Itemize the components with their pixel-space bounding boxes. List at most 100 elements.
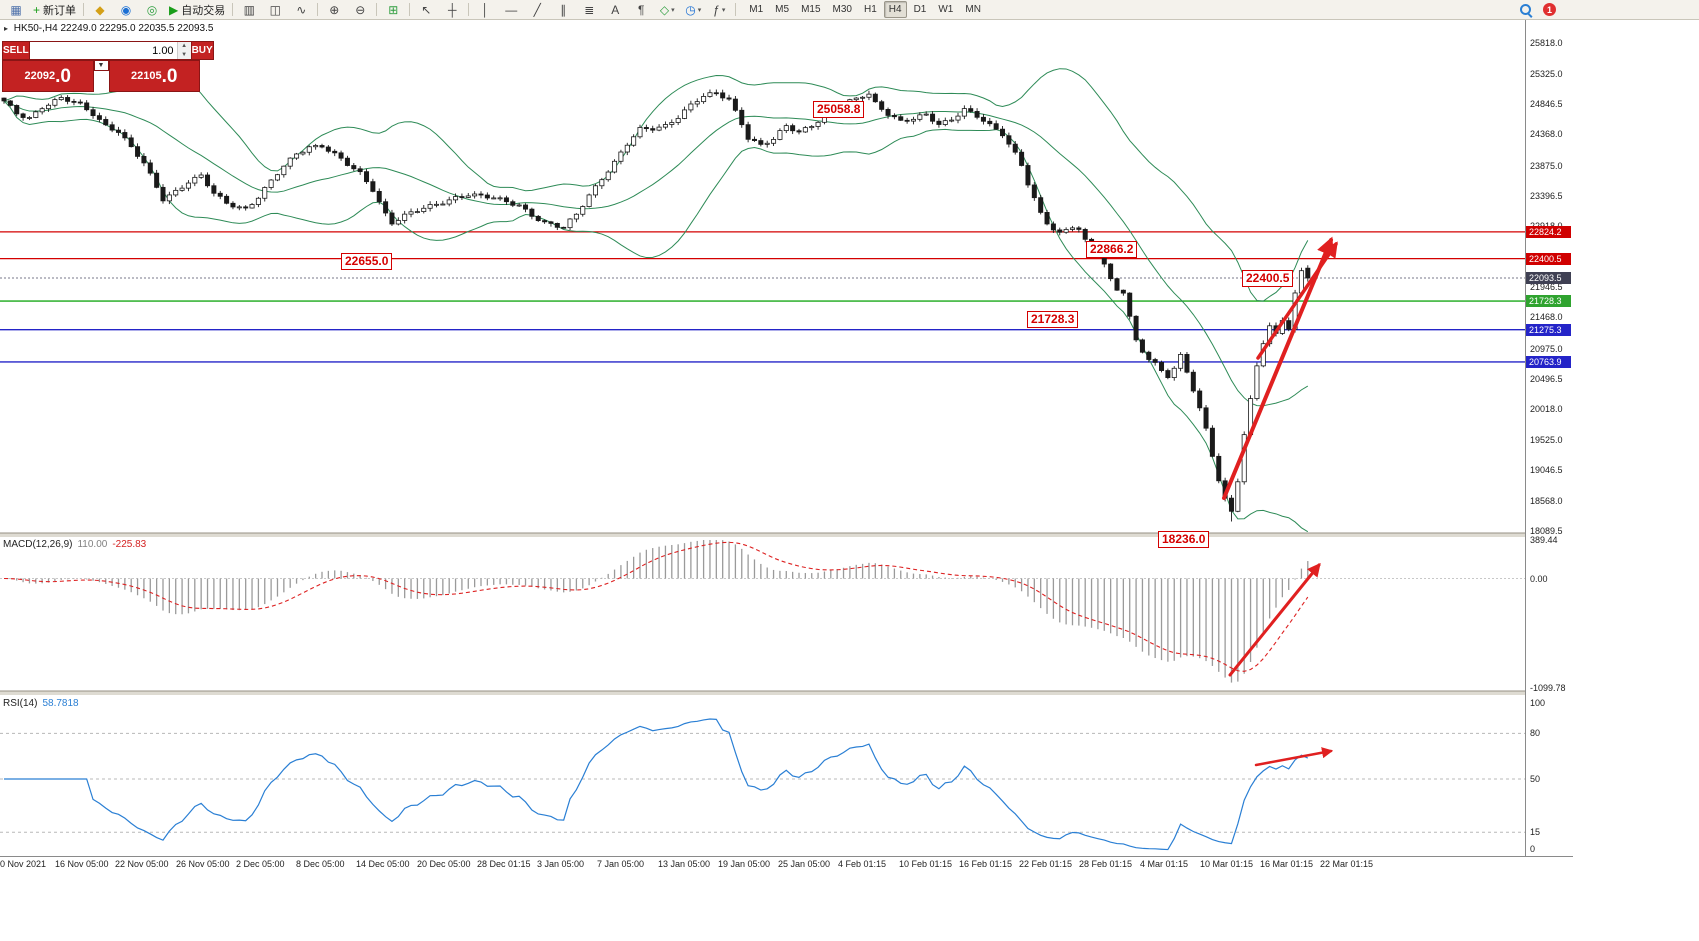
candlestick-chart-icon[interactable]: ◫ <box>269 2 281 17</box>
price-level-annotation: 25058.8 <box>813 101 865 118</box>
macd-label: MACD(12,26,9) 110.00 -225.83 <box>3 539 147 550</box>
vertical-line-icon[interactable]: │ <box>481 2 490 17</box>
macd-axis-tick: 389.44 <box>1530 535 1558 545</box>
rsi-axis-tick: 15 <box>1530 827 1541 838</box>
timeframe-m15[interactable]: M15 <box>801 4 821 15</box>
shapes-dropdown[interactable]: ◇ ▾ <box>659 2 675 17</box>
chart-window: ▸ HK50-,H4 22249.0 22295.0 22035.5 22093… <box>0 20 1699 941</box>
text-icon[interactable]: A <box>611 2 620 17</box>
toolbar-separator <box>232 3 234 16</box>
price-axis[interactable]: 25818.0 25325.0 24846.5 24368.0 23875.0 23396… <box>1525 20 1574 856</box>
time-label: 22 Nov 05:00 <box>115 859 169 869</box>
strategy-tester-icon[interactable]: ◎ <box>146 2 158 17</box>
market-depth-icon[interactable]: ◉ <box>120 2 132 17</box>
time-label: 16 Mar 01:15 <box>1260 859 1314 869</box>
volume-down-icon[interactable]: ▼ <box>177 50 191 59</box>
price-level-annotation: 18236.0 <box>1158 531 1210 548</box>
rsi-value: 58.7818 <box>42 698 79 709</box>
time-label: 10 Feb 01:15 <box>899 859 953 869</box>
chart-window-icon[interactable]: ▦ <box>10 2 22 17</box>
bar-chart-icon[interactable]: ▥ <box>243 2 255 17</box>
cursor-icon[interactable]: ↖ <box>421 2 432 17</box>
indicators-dropdown[interactable]: ƒ ▾ <box>713 2 726 17</box>
rsi-axis-tick: 50 <box>1530 774 1541 784</box>
volume-input[interactable] <box>29 42 177 59</box>
time-label: 14 Dec 05:00 <box>356 859 410 869</box>
volume-spinner[interactable]: ▲ ▼ <box>176 42 191 59</box>
one-click-options-caret[interactable]: ▼ <box>93 60 109 71</box>
symbols-icon[interactable]: ◆ <box>95 2 105 17</box>
time-label: 20 Dec 05:00 <box>417 859 471 869</box>
zoom-out-icon[interactable]: ⊖ <box>355 2 366 17</box>
buy-price[interactable]: 22105.0 <box>108 60 200 92</box>
timeframe-m1[interactable]: M1 <box>749 4 764 15</box>
price-tag: 22824.2 <box>1526 225 1571 238</box>
price-tick: 20496.5 <box>1530 373 1563 384</box>
time-label: 28 Dec 01:15 <box>477 859 531 869</box>
rsi-label: RSI(14) 58.7818 <box>3 698 79 709</box>
time-label: 13 Jan 05:00 <box>658 859 711 869</box>
timeframe-h4[interactable]: H4 <box>883 1 907 18</box>
time-label: 28 Feb 01:15 <box>1079 859 1133 869</box>
sell-button[interactable]: SELL <box>2 41 30 60</box>
macd-axis-tick: 0.00 <box>1530 573 1548 584</box>
ohlc-values: 22249.0 22295.0 22035.5 22093.5 <box>60 23 214 34</box>
timeframe-m30[interactable]: M30 <box>832 4 852 15</box>
rsi-axis-tick: 100 <box>1530 698 1546 708</box>
trendline-icon[interactable]: ╱ <box>533 2 541 17</box>
price-tick: 24368.0 <box>1530 129 1563 140</box>
search-icon[interactable] <box>1519 3 1533 17</box>
time-label: 3 Jan 05:00 <box>537 859 585 869</box>
price-tick: 24846.5 <box>1530 99 1563 110</box>
toolbar-separator <box>735 3 737 16</box>
price-tick: 21946.5 <box>1530 282 1563 293</box>
price-chart[interactable] <box>0 20 1525 856</box>
price-tick: 20975.0 <box>1530 343 1563 354</box>
main-toolbar: ▦ + 新订单 ◆ ◉ ◎ ▶ 自动交易 ▥ ◫ ∿ ⊕ ⊖ ⊞ ↖ ┼ │ — ╱ ∥ ≣ A ¶ ◇ ▾ ◷ ▾ ƒ ▾ M1 M5 M1… <box>0 0 1699 20</box>
fibonacci-icon[interactable]: ≣ <box>584 2 595 17</box>
price-tick: 19525.0 <box>1530 435 1563 446</box>
macd-signal-value: -225.83 <box>112 539 147 550</box>
channel-icon[interactable]: ∥ <box>560 2 567 17</box>
notification-badge[interactable]: 1 <box>1543 3 1556 16</box>
timeframe-mn[interactable]: MN <box>965 4 981 15</box>
timeframe-d1[interactable]: D1 <box>913 4 927 15</box>
time-label: 16 Nov 05:00 <box>55 859 109 869</box>
timeframe-m5[interactable]: M5 <box>775 4 790 15</box>
price-level-annotation: 22400.5 <box>1242 270 1294 287</box>
cycles-dropdown[interactable]: ◷ ▾ <box>685 2 702 17</box>
timeframe-h1[interactable]: H1 <box>863 4 877 15</box>
tile-windows-icon[interactable]: ⊞ <box>388 2 399 17</box>
autotrading-button[interactable]: ▶ 自动交易 <box>169 2 226 17</box>
time-label: 16 Feb 01:15 <box>959 859 1013 869</box>
new-order-button[interactable]: + 新订单 <box>33 2 77 17</box>
price-tick: 18568.0 <box>1530 495 1563 506</box>
price-tick: 19046.5 <box>1530 465 1563 476</box>
volume-up-icon[interactable]: ▲ <box>177 42 191 51</box>
line-chart-icon[interactable]: ∿ <box>296 2 307 17</box>
time-label: 2 Dec 05:00 <box>236 859 285 869</box>
time-label: 25 Jan 05:00 <box>778 859 831 869</box>
one-click-collapse-arrow[interactable]: ▸ <box>4 24 9 33</box>
time-label: 19 Jan 05:00 <box>718 859 771 869</box>
price-tag: 20763.9 <box>1526 355 1571 368</box>
label-icon[interactable]: ¶ <box>638 2 645 17</box>
crosshair-icon[interactable]: ┼ <box>447 2 457 17</box>
price-tag: 21728.3 <box>1526 295 1571 308</box>
time-axis[interactable]: 10 Nov 2021 16 Nov 05:00 22 Nov 05:00 26 No… <box>0 856 1573 873</box>
toolbar-right-group: 1 <box>1519 3 1556 17</box>
timeframe-w1[interactable]: W1 <box>938 4 954 15</box>
price-tick: 25325.0 <box>1530 68 1563 79</box>
price-tag: 22400.5 <box>1526 252 1571 265</box>
buy-button[interactable]: BUY <box>190 41 214 60</box>
zoom-in-icon[interactable]: ⊕ <box>329 2 340 17</box>
time-label: 7 Jan 05:00 <box>597 859 645 869</box>
horizontal-line-icon[interactable]: — <box>505 2 518 17</box>
toolbar-separator <box>83 3 85 16</box>
time-label: 10 Nov 2021 <box>0 859 47 869</box>
time-label: 22 Mar 01:15 <box>1320 859 1374 869</box>
time-label: 22 Feb 01:15 <box>1019 859 1073 869</box>
sell-price[interactable]: 22092.0 <box>2 60 94 92</box>
price-tag: 21275.3 <box>1526 323 1571 336</box>
